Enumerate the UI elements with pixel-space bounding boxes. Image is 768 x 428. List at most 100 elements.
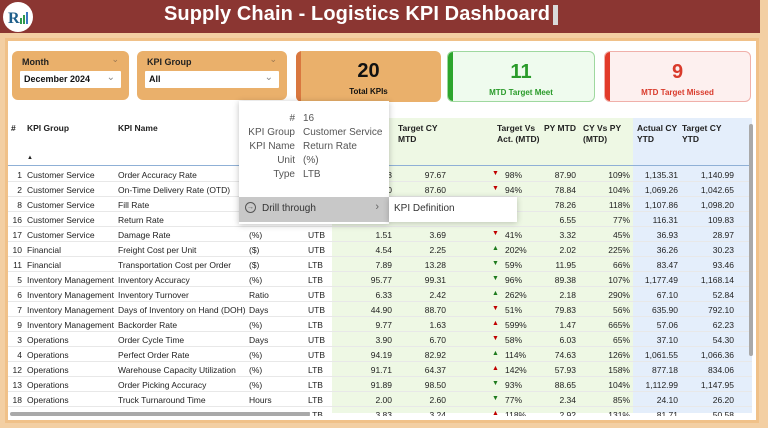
table-row[interactable]: 12 Operations Warehouse Capacity Utilizati… bbox=[8, 362, 752, 377]
col-header-target-cy-mtd[interactable]: Target CY MTD bbox=[398, 123, 438, 144]
cell-py-mtd: 2.34 bbox=[559, 395, 576, 405]
cell-type: UTB bbox=[308, 335, 325, 345]
cell-kpi-name: Backorder Rate bbox=[118, 320, 178, 330]
page-title: Supply Chain - Logistics KPI Dashboard bbox=[163, 3, 551, 25]
cell-unit: Hours bbox=[249, 395, 272, 405]
cell-unit: Days bbox=[249, 305, 269, 315]
tooltip-key-unit: Unit bbox=[277, 155, 295, 166]
cell-target-cy-mtd: 2.42 bbox=[429, 290, 446, 300]
col-header-cy-vs-py[interactable]: CY Vs PY (MTD) bbox=[583, 123, 621, 144]
cell-cy-vs-py: 225% bbox=[608, 245, 630, 255]
cell-py-mtd: 79.83 bbox=[554, 305, 576, 315]
horizontal-scrollbar[interactable] bbox=[10, 412, 310, 416]
triangle-up-icon: ▲ bbox=[492, 320, 499, 327]
drill-through-label: Drill through bbox=[262, 203, 316, 214]
table-row[interactable]: 18 Operations Truck Turnaround Time Hours LT… bbox=[8, 392, 752, 407]
col-header-num[interactable]: # bbox=[11, 123, 16, 133]
cell-kpi-name: Damage Rate bbox=[118, 230, 171, 240]
cell-type: UTB bbox=[308, 245, 325, 255]
triangle-up-icon: ▲ bbox=[492, 290, 499, 297]
tooltip-key-kpi-group: KPI Group bbox=[248, 127, 295, 138]
table-row[interactable]: 10 Financial Freight Cost per Unit ($) UTB 4.… bbox=[8, 242, 752, 257]
cell-kpi-group: Inventory Management bbox=[27, 320, 114, 330]
cell-target-vs-act: 58% bbox=[505, 335, 523, 345]
cell-kpi-name: Order Cycle Time bbox=[118, 335, 185, 345]
chevron-down-icon[interactable]: ⌄ bbox=[106, 72, 115, 83]
table-row[interactable]: 17 Customer Service Damage Rate (%) UTB 1.51 3… bbox=[8, 227, 752, 242]
col-header-target-cy-ytd[interactable]: Target CY YTD bbox=[682, 123, 722, 144]
table-row[interactable]: 6 Inventory Management Inventory Turnover R… bbox=[8, 287, 752, 302]
cell-kpi-name: On-Time Delivery Rate (OTD) bbox=[118, 185, 231, 195]
cell-actual-cy-mtd: 44.90 bbox=[370, 305, 392, 315]
table-row[interactable]: 13 Operations Order Picking Accuracy (%) LTB… bbox=[8, 377, 752, 392]
cell-actual-cy-mtd: 9.77 bbox=[375, 320, 392, 330]
triangle-up-icon: ▲ bbox=[492, 350, 499, 357]
cell-kpi-name: Warehouse Capacity Utilization bbox=[118, 365, 236, 375]
col-header-kpi-name[interactable]: KPI Name bbox=[118, 123, 158, 133]
cell-target-vs-act: 202% bbox=[505, 245, 527, 255]
cell-target-cy-mtd: 87.60 bbox=[424, 185, 446, 195]
cell-py-mtd: 3.32 bbox=[559, 230, 576, 240]
col-header-target-vs-act[interactable]: Target Vs Act. (MTD) bbox=[497, 123, 540, 144]
table-row[interactable]: 5 Inventory Management Inventory Accuracy (… bbox=[8, 272, 752, 287]
tooltip-key-kpi-name: KPI Name bbox=[249, 141, 295, 152]
cell-kpi-name: Perfect Order Rate bbox=[118, 350, 190, 360]
cell-target-vs-act: 59% bbox=[505, 260, 523, 270]
kpi-group-dropdown[interactable]: All ⌄ bbox=[145, 71, 279, 88]
month-dropdown[interactable]: December 2024 ⌄ bbox=[20, 71, 121, 88]
kpi-definition-label: KPI Definition bbox=[394, 203, 455, 214]
cell-py-mtd: 88.65 bbox=[554, 380, 576, 390]
rk-logo-icon: R bbox=[3, 2, 33, 32]
cell-num: 10 bbox=[12, 245, 22, 255]
table-row[interactable]: 11 Financial Transportation Cost per Order… bbox=[8, 257, 752, 272]
cell-py-mtd: 78.26 bbox=[554, 200, 576, 210]
cell-actual-cy-mtd: 3.90 bbox=[375, 335, 392, 345]
cell-actual-cy-mtd: 3.83 bbox=[375, 410, 392, 416]
cell-py-mtd: 2.92 bbox=[559, 410, 576, 416]
month-slicer[interactable]: Month ⌄ December 2024 ⌄ bbox=[12, 51, 129, 100]
table-row[interactable]: 9 Inventory Management Backorder Rate (%) LT… bbox=[8, 317, 752, 332]
cell-target-cy-ytd: 28.97 bbox=[712, 230, 734, 240]
cell-target-cy-mtd: 64.37 bbox=[424, 365, 446, 375]
cell-actual-cy-mtd: 91.89 bbox=[370, 380, 392, 390]
cell-kpi-group: Operations bbox=[27, 350, 69, 360]
table-row[interactable]: 4 Operations Perfect Order Rate (%) UTB 94.19… bbox=[8, 347, 752, 362]
card-accent bbox=[296, 51, 301, 102]
cell-actual-cy-ytd: 1,135.31 bbox=[644, 170, 678, 180]
triangle-up-icon: ▲ bbox=[492, 365, 499, 372]
table-row[interactable]: 16 Customer Service Return Rate 6.55 77% 116.… bbox=[8, 212, 752, 227]
cell-target-vs-act: 96% bbox=[505, 275, 523, 285]
ytd-column-band bbox=[633, 118, 752, 413]
triangle-down-icon: ▼ bbox=[492, 305, 499, 312]
cell-cy-vs-py: 109% bbox=[608, 170, 630, 180]
cell-cy-vs-py: 118% bbox=[608, 200, 630, 210]
cell-kpi-group: Operations bbox=[27, 365, 69, 375]
cell-kpi-group: Customer Service bbox=[27, 215, 95, 225]
drill-through-menu-item[interactable]: → Drill through › bbox=[239, 197, 389, 222]
chevron-down-icon[interactable]: ⌄ bbox=[264, 72, 273, 83]
cell-num: 11 bbox=[13, 260, 22, 270]
col-header-actual-cy-ytd[interactable]: Actual CY YTD bbox=[637, 123, 677, 144]
cell-cy-vs-py: 158% bbox=[608, 365, 630, 375]
triangle-down-icon: ▼ bbox=[492, 395, 499, 402]
cell-type: LTB bbox=[308, 380, 323, 390]
table-row[interactable]: 7 Inventory Management Days of Inventory o… bbox=[8, 302, 752, 317]
chevron-down-icon[interactable]: ⌄ bbox=[111, 54, 119, 64]
kpi-definition-menu-item[interactable]: KPI Definition bbox=[389, 197, 517, 222]
card-accent bbox=[448, 52, 453, 101]
tooltip-key-num: # bbox=[289, 113, 295, 124]
chevron-down-icon[interactable]: ⌄ bbox=[269, 54, 277, 64]
vertical-scrollbar[interactable] bbox=[749, 124, 753, 356]
tooltip-value-kpi-group: Customer Service bbox=[303, 127, 383, 138]
cell-num: 5 bbox=[17, 275, 22, 285]
col-header-kpi-group[interactable]: KPI Group bbox=[27, 123, 70, 133]
table-row[interactable]: 3 Operations Order Cycle Time Days UTB 3.90 6.… bbox=[8, 332, 752, 347]
cell-num: 3 bbox=[17, 335, 22, 345]
cell-cy-vs-py: 131% bbox=[608, 410, 630, 416]
col-header-py-mtd[interactable]: PY MTD bbox=[544, 123, 576, 133]
tooltip-value-type: LTB bbox=[303, 169, 321, 180]
cell-target-cy-mtd: 97.67 bbox=[424, 170, 446, 180]
cell-py-mtd: 1.47 bbox=[559, 320, 576, 330]
kpi-group-slicer[interactable]: KPI Group ⌄ All ⌄ bbox=[137, 51, 287, 100]
cell-target-cy-ytd: 1,098.20 bbox=[700, 200, 734, 210]
